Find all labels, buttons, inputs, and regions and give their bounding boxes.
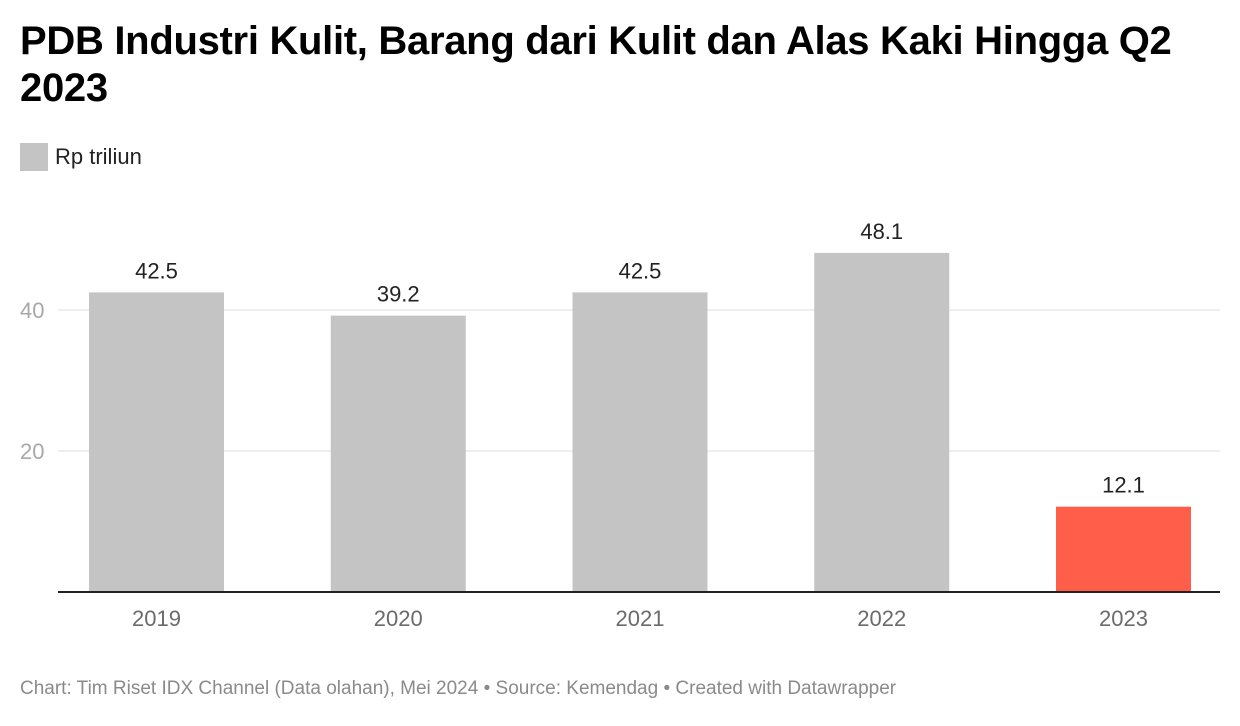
x-tick-label-2022: 2022	[857, 606, 906, 631]
value-labels: 42.5 39.2 42.5 48.1 12.1	[135, 219, 1145, 498]
value-label-2023: 12.1	[1102, 473, 1145, 498]
bar-2019	[89, 292, 224, 592]
value-label-2020: 39.2	[377, 282, 420, 307]
legend-swatch	[20, 143, 48, 171]
value-label-2022: 48.1	[860, 219, 903, 244]
x-tick-label-2023: 2023	[1099, 606, 1148, 631]
chart-footer: Chart: Tim Riset IDX Channel (Data olaha…	[20, 678, 897, 699]
bars	[89, 252, 1191, 592]
bar-2021	[572, 292, 708, 592]
bar-2020	[330, 315, 466, 592]
y-tick-label: 20	[20, 439, 44, 464]
x-tick-label-2019: 2019	[132, 606, 181, 631]
x-tick-label-2020: 2020	[374, 606, 423, 631]
y-tick-label: 40	[20, 298, 44, 323]
bar-2022	[814, 252, 950, 592]
x-axis: 2019 2020 2021 2022 2023	[58, 591, 1220, 631]
value-label-2019: 42.5	[135, 258, 178, 283]
chart-title: PDB Industri Kulit, Barang dari Kulit da…	[20, 19, 1172, 110]
x-tick-label-2021: 2021	[616, 606, 665, 631]
legend: Rp triliun	[20, 143, 142, 171]
bar-2023	[1056, 506, 1191, 592]
value-label-2021: 42.5	[619, 258, 662, 283]
legend-label: Rp triliun	[55, 144, 142, 169]
